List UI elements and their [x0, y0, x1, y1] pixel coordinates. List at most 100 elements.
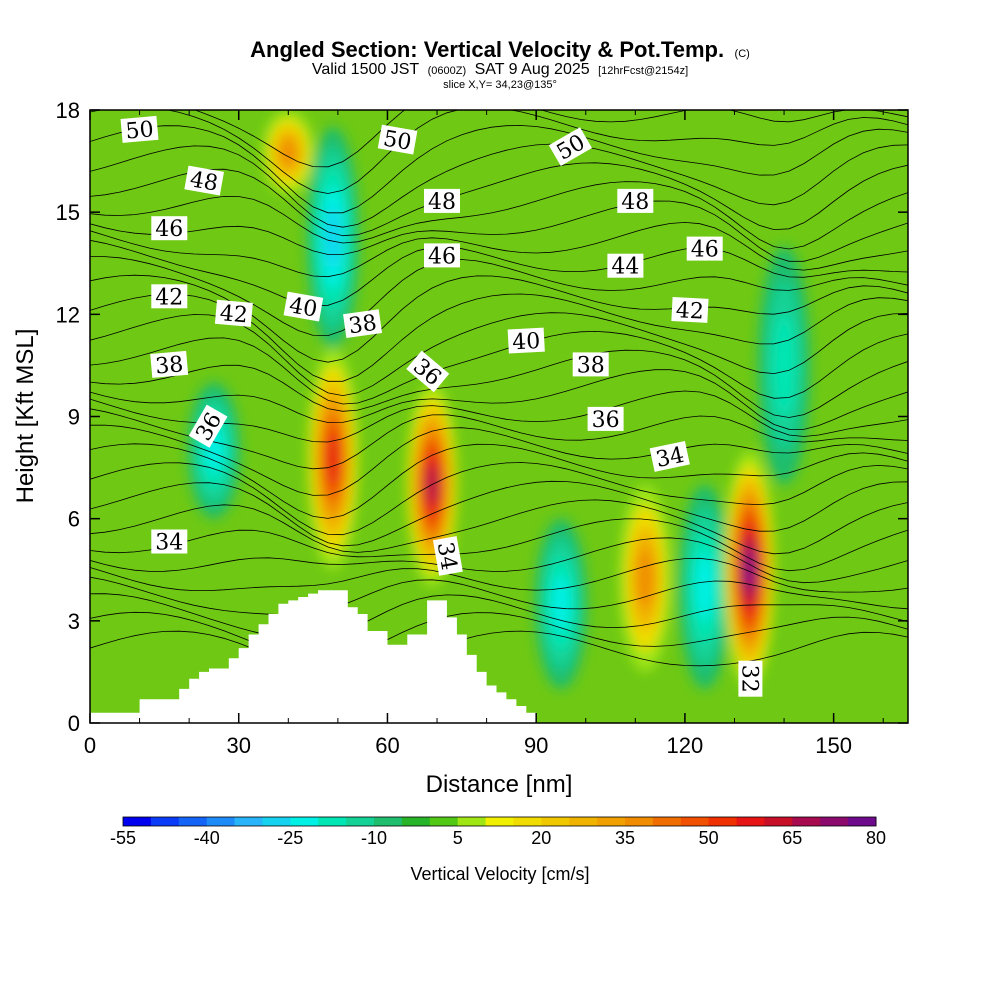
downdraft-cell: [696, 552, 714, 621]
x-tick-label: 120: [667, 733, 704, 758]
isentrope: [90, 125, 908, 214]
isentrope: [90, 537, 908, 584]
contour-label-box: [151, 216, 188, 241]
isentrope: [90, 330, 908, 405]
isentrope: [90, 576, 908, 616]
contour-label: 46: [151, 216, 188, 242]
contour-label-box: [507, 327, 545, 354]
y-axis-label: Height [Kft MSL]: [12, 329, 39, 504]
colorbar-swatch: [792, 817, 821, 826]
contour-label-box: [406, 350, 450, 393]
isentrope: [90, 274, 908, 363]
colorbar-tick-label: 65: [782, 828, 802, 848]
contour-label-box: [120, 115, 159, 143]
x-axis-label: Distance [nm]: [426, 771, 573, 798]
isentrope: [90, 557, 908, 593]
x-tick-label: 60: [375, 733, 399, 758]
contour-label: 38: [150, 350, 189, 380]
colorbar-swatch: [485, 817, 514, 826]
y-tick-label: 6: [68, 507, 80, 532]
colorbar-tick-label: -40: [194, 828, 220, 848]
contour-label-text: 32: [736, 665, 761, 693]
colorbar-swatch: [680, 817, 710, 826]
title-main-suffix: (C): [735, 48, 750, 60]
contour-label-text: 46: [428, 244, 456, 269]
contour-label-box: [150, 350, 189, 378]
contour-label-box: [377, 124, 418, 155]
contour-label-box: [432, 536, 463, 576]
colorbar-swatch: [234, 817, 263, 826]
colorbar-swatch: [541, 817, 570, 826]
contour-label: 32: [736, 660, 763, 697]
isentrope: [90, 499, 908, 555]
isentrope: [90, 462, 908, 536]
contour-label: 36: [587, 406, 624, 433]
colorbar-tick-label: -55: [110, 828, 136, 848]
x-tick-label: 90: [524, 733, 548, 758]
contour-label-text: 50: [125, 117, 155, 144]
isentrope: [90, 256, 908, 337]
isentrope: [194, 110, 908, 168]
isentrope: [90, 630, 908, 678]
colorbar-swatch: [429, 817, 459, 826]
contour-label: 34: [649, 440, 690, 473]
contour-label: 40: [283, 291, 324, 323]
contour-label-text: 44: [611, 255, 639, 280]
subtitle-forecast: [12hrFcst@2154z]: [598, 65, 688, 77]
downdraft-cell: [772, 314, 796, 417]
contour-label: 42: [151, 284, 188, 310]
contour-label-text: 38: [154, 352, 184, 379]
contour-label-text: 46: [155, 217, 183, 242]
contour-label-text: 42: [155, 285, 183, 310]
contour-label: 48: [617, 188, 654, 215]
y-tick-label: 0: [68, 711, 80, 736]
contour-label: 38: [343, 309, 383, 340]
contour-label-box: [617, 188, 654, 213]
colorbar-swatch: [457, 817, 487, 826]
subtitle-date: SAT 9 Aug 2025: [475, 61, 590, 78]
y-tick-label: 12: [56, 302, 80, 327]
contour-label-text: 38: [347, 311, 378, 340]
colorbar-swatch: [625, 817, 654, 826]
colorbar-swatch: [764, 817, 793, 826]
contour-label: 34: [432, 536, 463, 576]
contour-label-box: [607, 253, 644, 278]
isentrope: [90, 143, 908, 228]
contour-label-box: [649, 440, 690, 472]
colorbar: -55 -40 -25 -10 5 20 35 50 65 80: [110, 816, 886, 848]
contour-label-box: [587, 406, 624, 431]
contour-label-text: 34: [654, 443, 687, 473]
isentrope: [90, 593, 908, 640]
colorbar-swatch: [848, 817, 877, 826]
colorbar-swatch: [262, 817, 291, 826]
isentrope: [90, 408, 908, 470]
x-tick-label: 0: [84, 733, 96, 758]
isentrope: [90, 369, 908, 430]
colorbar-tick-label: 5: [453, 828, 463, 848]
x-tick-label: 150: [815, 733, 852, 758]
contour-label-text: 34: [155, 531, 183, 556]
contour-label-text: 36: [592, 408, 620, 433]
colorbar-frame: [122, 816, 877, 827]
contour-label-text: 42: [219, 301, 249, 328]
isentrope: [90, 390, 908, 443]
subtitle-valid: Valid 1500 JST: [312, 61, 420, 78]
colorbar-swatch: [401, 817, 431, 826]
colorbar-tick-label: 20: [531, 828, 551, 848]
colorbar-swatch: [346, 817, 375, 826]
isentrope: [90, 480, 908, 547]
updraft-cell: [636, 547, 654, 610]
isentrope: [90, 349, 908, 418]
colorbar-swatch: [290, 817, 319, 826]
contour-label-box: [548, 127, 592, 167]
contour-label-text: 48: [188, 167, 220, 196]
isentrope: [90, 200, 908, 262]
contour-label-text: 46: [691, 238, 719, 263]
isentrope: [90, 518, 908, 572]
chart-subtitle: Valid 1500 JST (0600Z) SAT 9 Aug 2025 [1…: [312, 61, 688, 78]
contour-label: 40: [507, 327, 545, 355]
colorbar-tick-label: -25: [277, 828, 303, 848]
isentrope: [90, 162, 908, 237]
